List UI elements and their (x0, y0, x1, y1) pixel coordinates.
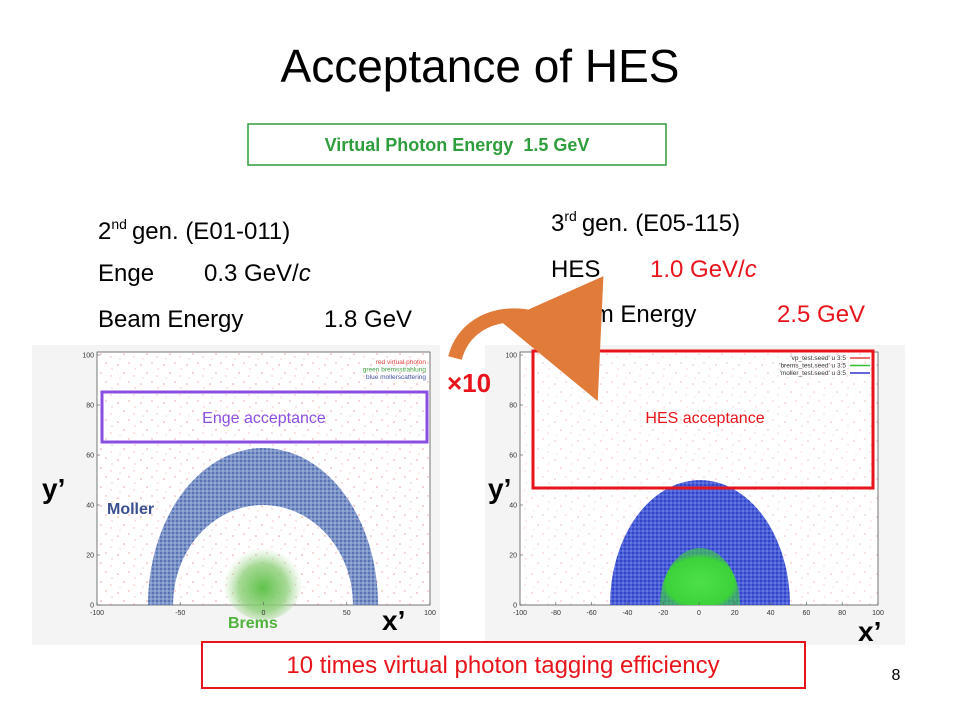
y-axis-label: y’ (42, 473, 65, 504)
x-tick-label: 100 (872, 610, 884, 617)
acceptance-box (531, 349, 875, 490)
y-axis-label: y’ (488, 473, 511, 504)
y-tick-label: 0 (90, 603, 94, 610)
brems-blob (660, 548, 740, 605)
x-tick-label: -100 (90, 610, 104, 617)
spectrometer-name: HES (551, 256, 600, 283)
x-tick-label: 0 (697, 610, 701, 617)
x-tick-label: 40 (767, 610, 775, 617)
gen-number: 2 (98, 218, 111, 245)
legend-entry: 'moller_test.seed' u 3:5 (780, 370, 847, 377)
right-plot: HES acceptance y’ x’ -100 -80 -60 -40 -20 0 20… (485, 345, 905, 647)
x-tick-label: 50 (343, 610, 351, 617)
legend-entry: 'vp_test.seed' u 3:5 (790, 355, 846, 362)
spectrometer-value: 0.3 GeV/ (204, 260, 299, 287)
x-tick-label: -50 (175, 610, 185, 617)
moller-label: Moller (107, 501, 154, 518)
gen-sup: nd (111, 216, 127, 232)
x-tick-label: 100 (424, 610, 436, 617)
x-tick-label: 0 (262, 610, 266, 617)
spectrometer-unit: c (299, 260, 311, 287)
x-tick-label: -100 (513, 610, 527, 617)
x-tick-label: -20 (658, 610, 668, 617)
energy-value: 1.5 GeV (523, 135, 589, 155)
spectrometer-name: Enge (98, 260, 154, 287)
conclusion-text: 10 times virtual photon tagging efficien… (286, 652, 719, 679)
y-tick-label: 20 (86, 553, 94, 560)
y-tick-label: 20 (509, 553, 517, 560)
energy-box (247, 123, 667, 166)
beam-name: Beam Energy (98, 306, 243, 333)
spectrometer-line: HES 1.0 GeV/c (551, 256, 757, 283)
factor-arrow (448, 276, 604, 402)
beam-name: Beam Energy (551, 301, 696, 328)
y-tick-label: 80 (509, 403, 517, 410)
gen-text: gen. (E01-011) (132, 218, 290, 245)
x-tick-label: 20 (731, 610, 739, 617)
spectrometer-unit: c (745, 256, 757, 283)
y-tick-label: 80 (86, 403, 94, 410)
conclusion-box (201, 641, 806, 689)
y-tick-label: 40 (86, 503, 94, 510)
beam-value: 1.8 GeV (324, 306, 412, 333)
legend-entry: 'brems_test.seed' u 3:5 (779, 363, 846, 370)
slide-title: Acceptance of HES (281, 40, 680, 92)
x-tick-label: 80 (838, 610, 846, 617)
moller-band (610, 480, 790, 605)
x-axis-label: x’ (858, 616, 881, 647)
x-tick-label: -80 (551, 610, 561, 617)
legend-entry: red virtual photon (376, 359, 427, 366)
beam-line: Beam Energy 1.8 GeV (98, 306, 412, 333)
y-tick-label: 40 (509, 503, 517, 510)
x-tick-label: -40 (622, 610, 632, 617)
beam-value: 2.5 GeV (777, 301, 865, 328)
page-number: 8 (892, 667, 901, 684)
energy-text: Virtual Photon Energy 1.5 GeV (325, 135, 590, 155)
acceptance-label: HES acceptance (645, 410, 764, 427)
y-tick-label: 100 (82, 353, 94, 360)
spectrometer-value: 1.0 GeV/ (650, 256, 745, 283)
y-tick-label: 100 (505, 353, 517, 360)
y-tick-label: 60 (86, 453, 94, 460)
spectrometer-line: Enge 0.3 GeV/c (98, 260, 311, 287)
energy-label: Virtual Photon Energy (325, 135, 514, 155)
gen-number: 3 (551, 210, 564, 237)
x-axis-label: x’ (382, 605, 405, 636)
acceptance-box (100, 390, 429, 444)
x-tick-label: 60 (803, 610, 811, 617)
factor-label: ×10 (447, 368, 491, 398)
ticks: -100 -50 0 50 100 100 80 60 40 20 0 red virtual pho… (82, 353, 436, 618)
acceptance-label: Enge acceptance (202, 410, 326, 427)
gen-sup: rd (564, 208, 576, 224)
brems-label: Brems (228, 615, 278, 632)
left-plot: Enge acceptance y’ Moller Brems x’ -100-… (32, 345, 440, 645)
gen-line: 2nd gen. (E01-011) (98, 216, 290, 245)
beam-line: Beam Energy 2.5 GeV (551, 301, 865, 328)
legend-entry: green bremsstrahlung (363, 367, 427, 374)
y-tick-label: 60 (509, 453, 517, 460)
brems-blob (223, 540, 303, 620)
gen-text: gen. (E05-115) (582, 210, 740, 237)
x-tick-label: -60 (587, 610, 597, 617)
moller-band (148, 448, 378, 605)
y-tick-label: 0 (513, 603, 517, 610)
gen-line: 3rd gen. (E05-115) (551, 208, 740, 237)
legend-entry: blue mollerscattering (366, 374, 426, 381)
